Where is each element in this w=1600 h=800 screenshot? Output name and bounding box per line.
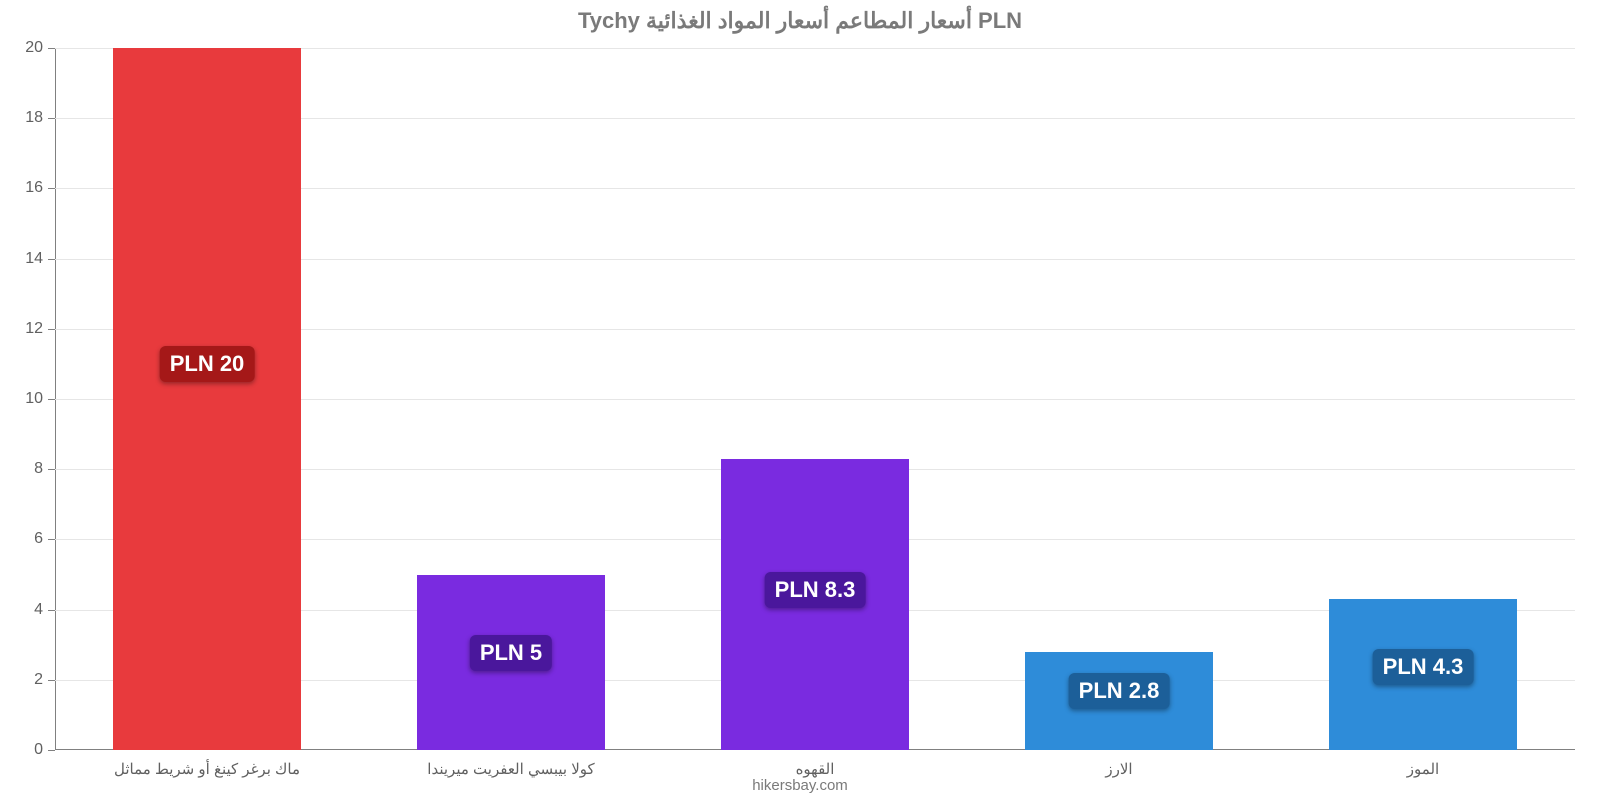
x-axis-label: القهوه xyxy=(796,760,835,778)
value-badge: PLN 2.8 xyxy=(1069,673,1170,709)
x-axis-label: الارز xyxy=(1105,760,1132,778)
price-chart: Tychy أسعار المطاعم أسعار المواد الغذائي… xyxy=(0,0,1600,800)
y-axis-label: 20 xyxy=(25,39,43,57)
bar xyxy=(113,48,301,750)
value-badge: PLN 4.3 xyxy=(1373,649,1474,685)
y-axis-label: 0 xyxy=(34,741,43,759)
chart-title: Tychy أسعار المطاعم أسعار المواد الغذائي… xyxy=(0,8,1600,34)
y-axis-label: 4 xyxy=(34,601,43,619)
value-badge: PLN 8.3 xyxy=(765,572,866,608)
y-axis-label: 2 xyxy=(34,671,43,689)
y-axis-label: 18 xyxy=(25,109,43,127)
y-axis-label: 10 xyxy=(25,390,43,408)
y-axis-label: 14 xyxy=(25,250,43,268)
value-badge: PLN 5 xyxy=(470,635,552,671)
y-axis-label: 6 xyxy=(34,530,43,548)
plot-area: 02468101214161820 PLN 20PLN 5PLN 8.3PLN … xyxy=(55,48,1575,750)
y-axis-label: 12 xyxy=(25,320,43,338)
y-axis-label: 8 xyxy=(34,460,43,478)
x-axis-label: ماك برغر كينغ أو شريط مماثل xyxy=(114,760,300,778)
value-badge: PLN 20 xyxy=(160,346,255,382)
x-axis-label: كولا بيبسي العفريت ميريندا xyxy=(427,760,594,778)
chart-subtitle: hikersbay.com xyxy=(0,777,1600,794)
y-axis-label: 16 xyxy=(25,179,43,197)
x-axis-label: الموز xyxy=(1407,760,1439,778)
